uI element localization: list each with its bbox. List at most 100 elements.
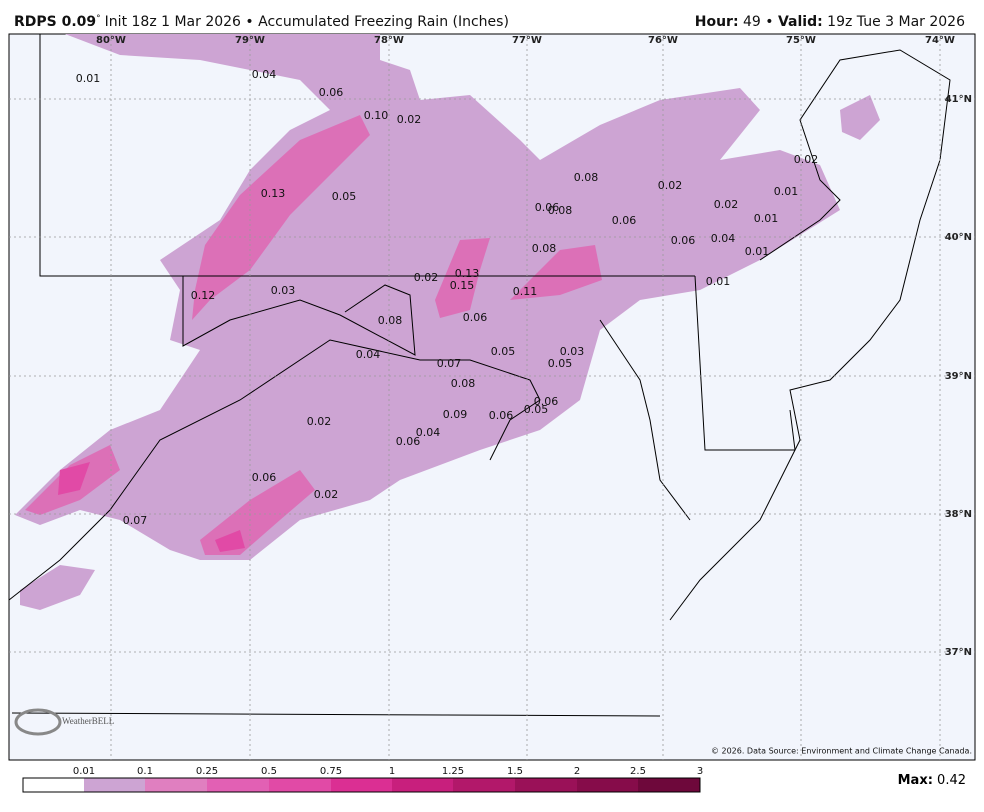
value-label: 0.04 xyxy=(356,348,381,361)
colorbar-frame xyxy=(22,777,701,793)
value-label: 0.08 xyxy=(548,204,573,217)
colorbar-tick: 1.25 xyxy=(442,766,464,777)
area-high xyxy=(215,530,245,552)
latitude-label: 39°N xyxy=(945,371,972,382)
value-label: 0.13 xyxy=(261,187,286,200)
graticule: 80°W 79°W 78°W 77°W 76°W 75°W 74°W 41°N 40°N 39°N… xyxy=(9,34,975,760)
valid-label: Valid: xyxy=(778,14,823,30)
area-medium xyxy=(435,238,490,318)
longitude-label: 75°W xyxy=(786,35,816,46)
state-border xyxy=(182,276,416,356)
colorbar: 0.01 0.1 0.25 0.5 0.75 1 1.25 1.5 2 2.5 3 xyxy=(22,766,703,793)
colorbar-tick: 1 xyxy=(389,766,395,777)
value-label: 0.01 xyxy=(754,212,779,225)
area-light xyxy=(15,34,840,560)
value-label: 0.02 xyxy=(414,271,439,284)
value-label: 0.06 xyxy=(671,234,696,247)
coastline xyxy=(599,319,691,521)
colorbar-tick: 1.5 xyxy=(507,766,523,777)
max-label: Max: xyxy=(898,773,933,788)
area-medium xyxy=(200,470,315,555)
colorbar-tick: 0.25 xyxy=(196,766,218,777)
value-label: 0.15 xyxy=(450,279,475,292)
color-swatch xyxy=(392,778,453,792)
value-label: 0.02 xyxy=(397,113,422,126)
value-label: 0.06 xyxy=(463,311,488,324)
value-label: 0.06 xyxy=(535,201,560,214)
value-label: 0.01 xyxy=(745,245,770,258)
value-label: 0.07 xyxy=(437,357,462,370)
header-right: Hour: 49 • Valid: 19z Tue 3 Mar 2026 xyxy=(695,14,965,30)
area-light xyxy=(840,95,880,140)
value-label: 0.03 xyxy=(271,284,296,297)
hour-label: Hour: xyxy=(695,14,739,30)
value-label: 0.01 xyxy=(706,275,731,288)
colorbar-tick: 0.5 xyxy=(261,766,277,777)
value-label: 0.05 xyxy=(524,403,549,416)
value-label: 0.01 xyxy=(774,185,799,198)
logo-mark xyxy=(14,708,62,736)
value-label: 0.06 xyxy=(396,435,421,448)
value-label: 0.06 xyxy=(489,409,514,422)
value-label: 0.05 xyxy=(491,345,516,358)
logo: WeatherBELL xyxy=(62,716,114,726)
valid: 19z Tue 3 Mar 2026 xyxy=(827,14,965,30)
longitude-label: 80°W xyxy=(96,35,126,46)
state-border xyxy=(11,712,661,717)
max: Max: 0.42 xyxy=(898,773,966,788)
value-label: 0.05 xyxy=(332,190,357,203)
value-label: 0.13 xyxy=(455,267,480,280)
longitude-label: 78°W xyxy=(374,35,404,46)
value-label: 0.04 xyxy=(416,426,441,439)
value-label: 0.04 xyxy=(711,232,736,245)
value-label: 0.03 xyxy=(560,345,585,358)
value-label: 0.02 xyxy=(314,488,339,501)
max-value: 0.42 xyxy=(937,773,966,788)
colorbar-tick: 0.75 xyxy=(320,766,342,777)
value-label: 0.04 xyxy=(252,68,277,81)
value-label: 0.06 xyxy=(534,395,559,408)
latitude-label: 41°N xyxy=(945,94,972,105)
longitude-label: 76°W xyxy=(648,35,678,46)
value-label: 0.10 xyxy=(364,109,389,122)
area-light xyxy=(20,565,95,610)
value-label: 0.01 xyxy=(76,72,101,85)
colorbar-tick: 0.01 xyxy=(73,766,95,777)
title: Init 18z 1 Mar 2026 • Accumulated Freezi… xyxy=(105,14,509,30)
colorbar-tick: 0.1 xyxy=(137,766,153,777)
color-swatch xyxy=(84,778,145,792)
color-swatch xyxy=(145,778,207,792)
value-label: 0.08 xyxy=(532,242,557,255)
longitude-label: 77°W xyxy=(512,35,542,46)
value-label: 0.02 xyxy=(658,179,683,192)
state-border xyxy=(39,34,695,277)
value-label: 0.02 xyxy=(714,198,739,211)
color-swatch xyxy=(269,778,331,792)
longitude-label: 79°W xyxy=(235,35,265,46)
colorbar-tick: 3 xyxy=(697,766,703,777)
degree: ° xyxy=(96,14,101,24)
color-swatch xyxy=(331,778,392,792)
value-label: 0.05 xyxy=(548,357,573,370)
model: RDPS 0.09 xyxy=(14,14,96,30)
color-swatch xyxy=(515,778,577,792)
latitude-label: 37°N xyxy=(945,647,972,658)
coastline xyxy=(669,49,951,621)
color-swatch xyxy=(207,778,269,792)
value-label: 0.06 xyxy=(612,214,637,227)
value-label: 0.02 xyxy=(307,415,332,428)
color-swatch xyxy=(23,778,84,792)
value-label: 0.06 xyxy=(319,86,344,99)
color-swatch xyxy=(453,778,515,792)
value-label: 0.12 xyxy=(191,289,216,302)
value-label: 0.08 xyxy=(451,377,476,390)
header-left: RDPS 0.09° Init 18z 1 Mar 2026 • Accumula… xyxy=(14,14,509,31)
latitude-label: 38°N xyxy=(945,509,972,520)
value-label: 0.09 xyxy=(443,408,468,421)
colorbar-tick: 2 xyxy=(574,766,580,777)
value-label: 0.11 xyxy=(513,285,538,298)
copyright: © 2026. Data Source: Environment and Cli… xyxy=(711,747,972,756)
value-labels: 0.01 0.040.060.10 0.020.13 0.050.080.020.02… xyxy=(76,68,819,527)
area-medium xyxy=(510,245,602,300)
